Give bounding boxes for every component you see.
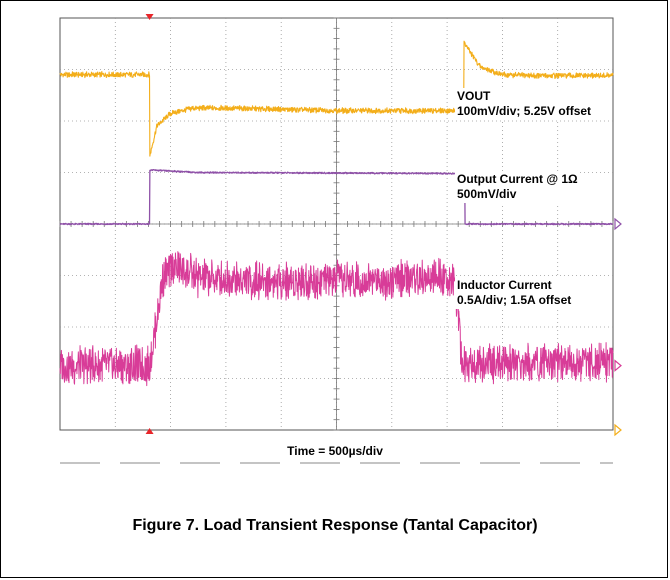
inductor-current-label-line1: Inductor Current: [457, 278, 552, 292]
trigger-marker-bottom: [145, 428, 154, 434]
output-current-label-line1: Output Current @ 1Ω: [457, 172, 578, 186]
x-axis-label: Time = 500µs/div: [287, 444, 383, 458]
trigger-marker-top: [145, 14, 154, 20]
inductor-trace: [59, 251, 614, 387]
vout-trace: [59, 40, 614, 157]
iout-trace: [59, 168, 614, 226]
output-current-ground-marker: [614, 217, 622, 231]
inductor-current-label-line2: 0.5A/div; 1.5A offset: [457, 293, 572, 307]
traces: [59, 40, 614, 387]
vout-label: VOUT 100mV/div; 5.25V offset: [455, 88, 594, 120]
figure-caption: Figure 7. Load Transient Response (Tanta…: [132, 517, 538, 534]
inductor-current-label: Inductor Current 0.5A/div; 1.5A offset: [455, 277, 574, 309]
vout-ground-marker: [614, 423, 622, 437]
output-current-label-line2: 500mV/div: [457, 187, 517, 201]
vout-label-line2: 100mV/div; 5.25V offset: [457, 104, 592, 118]
vout-label-line1: VOUT: [457, 89, 491, 103]
inductor-current-ground-marker: [614, 359, 622, 372]
output-current-label: Output Current @ 1Ω 500mV/div: [455, 171, 580, 203]
markers: [60, 14, 622, 464]
